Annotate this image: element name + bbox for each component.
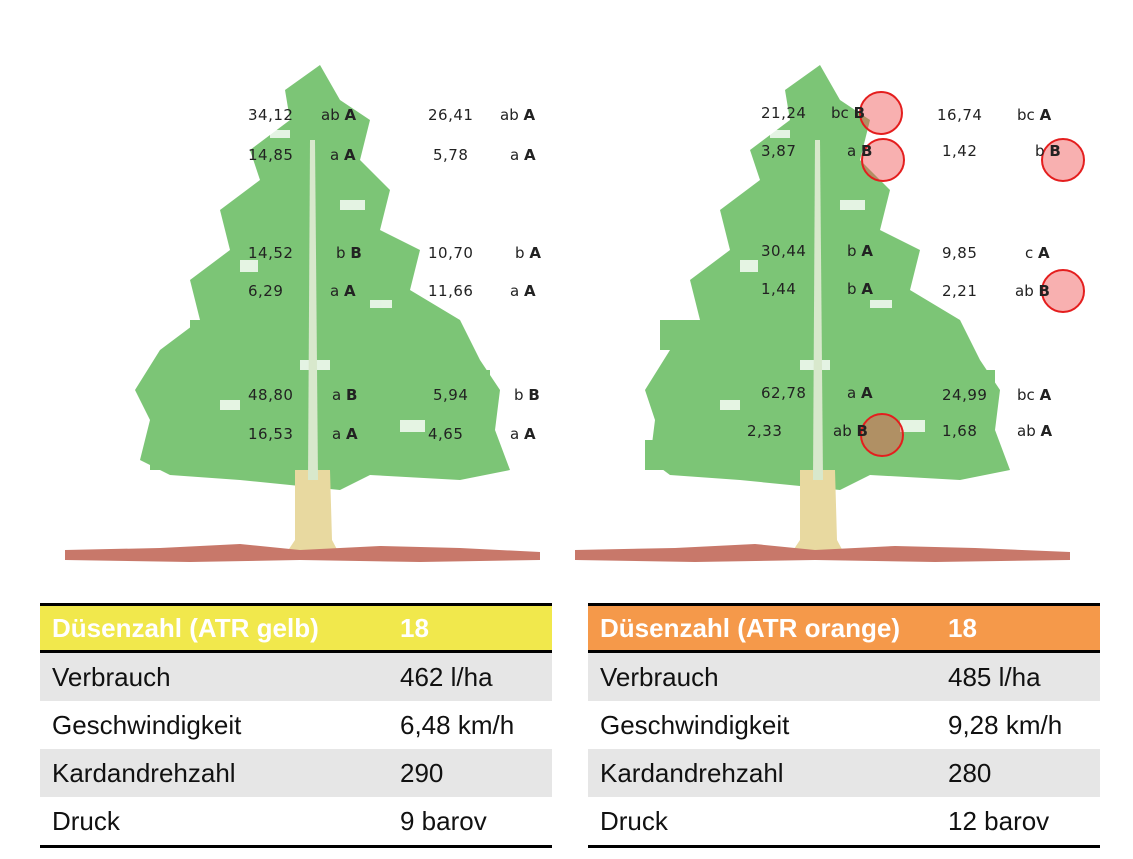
row-label: Druck: [600, 805, 668, 836]
left-row6-value1: 16,53: [248, 425, 294, 443]
row-value: 485 l/ha: [936, 651, 1100, 701]
row-value: 462 l/ha: [388, 651, 552, 701]
row-value: 290: [388, 749, 552, 797]
right-row3-value2: 9,85: [942, 244, 978, 262]
left-spec-table: Düsenzahl (ATR gelb) 18 Verbrauch 462 l/…: [40, 603, 552, 848]
right-row4-value1: 1,44: [761, 280, 797, 298]
row-label: Geschwindigkeit: [600, 709, 790, 740]
highlight-circle: [1041, 269, 1085, 313]
left-row5-value1: 48,80: [248, 386, 294, 404]
row-label: Verbrauch: [588, 651, 936, 701]
left-row4-value2: 11,66: [428, 282, 474, 300]
right-tree-panel: 21,24 bc B 16,74 bc A 3,87 a B 1,42 b B …: [575, 60, 1095, 580]
right-row4-tag1: b A: [847, 280, 873, 298]
right-row5-tag2: bc A: [1017, 386, 1052, 404]
right-row2-value1: 3,87: [761, 142, 797, 160]
right-row5-value2: 24,99: [942, 386, 988, 404]
right-row6-value1: 2,33: [747, 422, 783, 440]
left-row1-value2: 26,41: [428, 106, 474, 124]
left-row4-value1: 6,29: [248, 282, 284, 300]
table-row: Kardandrehzahl 290: [40, 749, 552, 797]
right-row1-value1: 21,24: [761, 104, 807, 122]
left-row2-tag2: a A: [510, 146, 536, 164]
left-row2-tag1: a A: [330, 146, 356, 164]
right-row6-tag1: ab B: [833, 422, 868, 440]
row-label: Kardandrehzahl: [40, 749, 388, 797]
right-row1-tag2: bc A: [1017, 106, 1052, 124]
right-row2-tag1: a B: [847, 142, 873, 160]
left-row6-tag2: a A: [510, 425, 536, 443]
table-row: Geschwindigkeit 6,48 km/h: [40, 701, 552, 749]
right-row4-value2: 2,21: [942, 282, 978, 300]
left-row6-tag1: a A: [332, 425, 358, 443]
left-row3-value2: 10,70: [428, 244, 474, 262]
right-row6-tag2: ab A: [1017, 422, 1053, 440]
table-header-row: Düsenzahl (ATR orange) 18: [588, 604, 1100, 652]
table-row: Verbrauch 462 l/ha: [40, 651, 552, 701]
right-spec-table: Düsenzahl (ATR orange) 18 Verbrauch 485 …: [588, 603, 1100, 848]
table-row: Geschwindigkeit 9,28 km/h: [588, 701, 1100, 749]
header-label: Düsenzahl (ATR orange): [588, 604, 936, 652]
table-row: Kardandrehzahl 280: [588, 749, 1100, 797]
table-row: Verbrauch 485 l/ha: [588, 651, 1100, 701]
right-row4-tag2: ab B: [1015, 282, 1050, 300]
row-value: 9,28 km/h: [948, 709, 1063, 740]
highlight-circle: [859, 91, 903, 135]
header-value: 18: [936, 604, 1100, 652]
right-row5-tag1: a A: [847, 384, 873, 402]
row-label: Geschwindigkeit: [52, 709, 242, 740]
row-value: 6,48 km/h: [400, 709, 515, 740]
row-value: 9 barov: [400, 805, 487, 836]
row-label: Verbrauch: [40, 651, 388, 701]
header-value: 18: [388, 604, 552, 652]
table-header-row: Düsenzahl (ATR gelb) 18: [40, 604, 552, 652]
row-value: 280: [936, 749, 1100, 797]
right-row1-tag1: bc B: [831, 104, 865, 122]
right-row5-value1: 62,78: [761, 384, 807, 402]
right-row3-tag1: b A: [847, 242, 873, 260]
left-row1-value1: 34,12: [248, 106, 294, 124]
left-row2-value2: 5,78: [433, 146, 469, 164]
row-label: Druck: [52, 805, 120, 836]
right-row2-tag2: b B: [1035, 142, 1061, 160]
left-row5-value2: 5,94: [433, 386, 469, 404]
left-row4-tag1: a A: [330, 282, 356, 300]
left-row5-tag1: a B: [332, 386, 358, 404]
highlight-circle: [861, 138, 905, 182]
right-tree-illustration: [575, 65, 1070, 562]
left-row2-value1: 14,85: [248, 146, 294, 164]
left-tree-panel: 34,12 ab A 26,41 ab A 14,85 a A 5,78 a A…: [40, 60, 560, 580]
table-row: Druck 12 barov: [588, 797, 1100, 847]
right-row2-value2: 1,42: [942, 142, 978, 160]
right-row6-value2: 1,68: [942, 422, 978, 440]
left-row1-tag2: ab A: [500, 106, 536, 124]
right-row1-value2: 16,74: [937, 106, 983, 124]
highlight-circle: [860, 413, 904, 457]
table-row: Druck 9 barov: [40, 797, 552, 847]
left-tree-illustration: [65, 65, 540, 562]
left-row3-tag1: b B: [336, 244, 362, 262]
left-row3-tag2: b A: [515, 244, 541, 262]
highlight-circle: [1041, 138, 1085, 182]
row-label: Kardandrehzahl: [588, 749, 936, 797]
right-row3-tag2: c A: [1025, 244, 1050, 262]
row-value: 12 barov: [948, 805, 1050, 836]
header-label: Düsenzahl (ATR gelb): [40, 604, 388, 652]
left-row5-tag2: b B: [514, 386, 540, 404]
right-row3-value1: 30,44: [761, 242, 807, 260]
left-row1-tag1: ab A: [321, 106, 357, 124]
left-row4-tag2: a A: [510, 282, 536, 300]
left-row3-value1: 14,52: [248, 244, 294, 262]
left-row6-value2: 4,65: [428, 425, 464, 443]
